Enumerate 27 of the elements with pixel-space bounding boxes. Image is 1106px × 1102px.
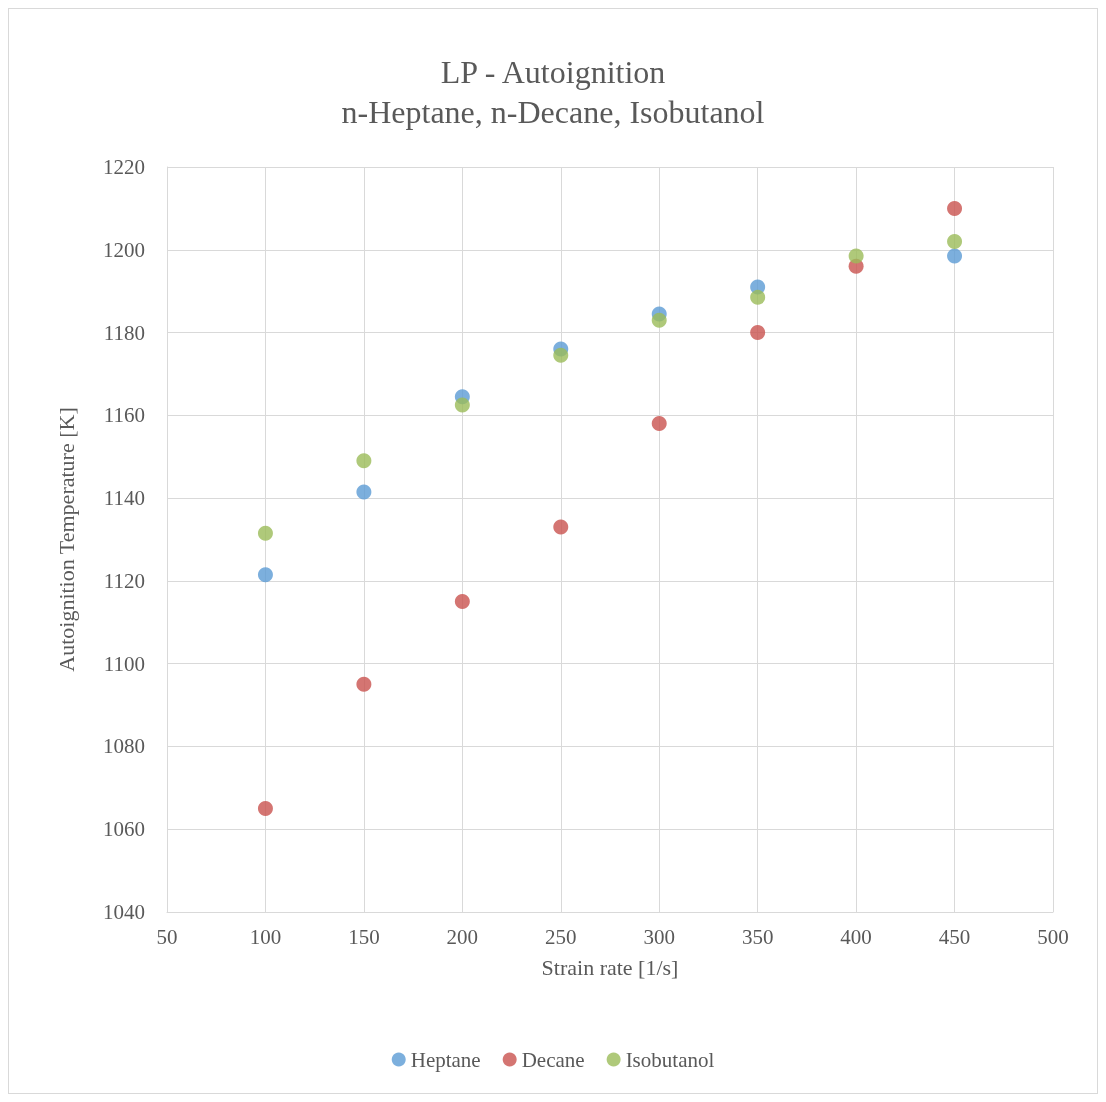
x-tick-label: 300 (643, 924, 675, 949)
y-tick-label: 1180 (103, 320, 145, 345)
x-tick-label: 500 (1037, 924, 1069, 949)
y-tick-label: 1120 (103, 568, 145, 593)
y-axis-title: Autoignition Temperature [K] (53, 407, 79, 672)
y-tick-label: 1200 (103, 237, 145, 262)
x-tick-label: 350 (741, 924, 774, 949)
x-tick-label: 400 (840, 924, 872, 949)
y-tick-label: 1160 (103, 403, 145, 428)
legend-label: Isobutanol (625, 1047, 715, 1072)
y-tick-label: 1100 (103, 651, 145, 676)
x-tick-label: 100 (249, 924, 282, 949)
y-tick-label: 1060 (103, 817, 145, 842)
x-tick-label: 250 (545, 924, 577, 949)
x-axis-title: Strain rate [1/s] (541, 954, 679, 980)
x-tick-label: 450 (938, 924, 971, 949)
chart-subtitle: n-Heptane, n-Decane, Isobutanol (341, 94, 765, 130)
x-tick-label: 150 (348, 924, 380, 949)
chart-title: LP - Autoignition (440, 54, 666, 90)
x-tick-label: 50 (156, 924, 178, 949)
x-tick-label: 200 (446, 924, 479, 949)
y-tick-label: 1040 (103, 900, 145, 924)
legend-label: Decane (521, 1047, 585, 1072)
y-tick-label: 1140 (103, 486, 145, 511)
y-tick-label: 1220 (103, 155, 145, 179)
y-tick-label: 1080 (103, 734, 145, 759)
legend-label: Heptane (410, 1047, 481, 1072)
